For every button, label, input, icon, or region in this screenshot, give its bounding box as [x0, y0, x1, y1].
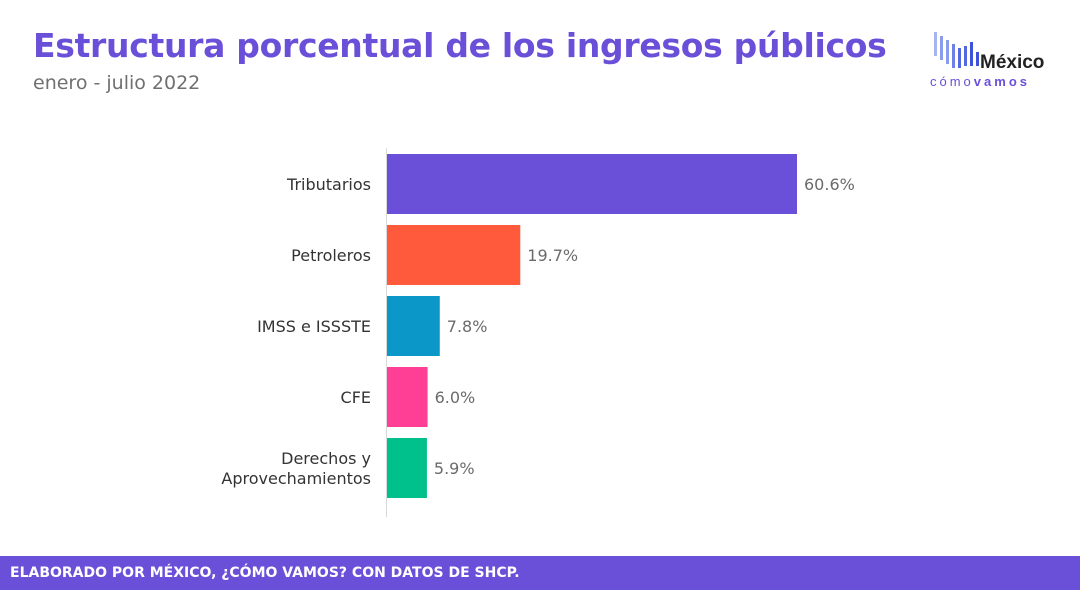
logo-tagline-bold: vamos [973, 74, 1030, 89]
chart-title: Estructura porcentual de los ingresos pú… [33, 26, 887, 65]
category-label-2: IMSS e ISSSTE [257, 317, 371, 336]
category-label-line: CFE [341, 388, 371, 407]
bar-0 [387, 154, 797, 214]
category-label-line: IMSS e ISSSTE [257, 317, 371, 336]
data-label-0: 60.6% [804, 175, 855, 194]
category-label-1: Petroleros [291, 246, 371, 265]
category-label-line: Aprovechamientos [221, 469, 371, 488]
bar-4 [387, 438, 427, 498]
logo-wordmark: México [980, 52, 1045, 73]
category-label-line: Derechos y [281, 449, 371, 468]
logo-tagline-light: cómo [930, 74, 974, 89]
data-label-3: 6.0% [435, 388, 476, 407]
bar-3 [387, 367, 428, 427]
data-label-1: 19.7% [527, 246, 578, 265]
bar-chart: 60.6% Tributarios 19.7% Petroleros 7.8% IMSS … [221, 148, 855, 517]
data-label-2: 7.8% [447, 317, 488, 336]
bar-1 [387, 225, 521, 285]
mexico-como-vamos-logo: México cómovamos [930, 30, 1062, 90]
category-label-4: Derechos y Aprovechamientos [221, 449, 371, 488]
data-label-4: 5.9% [434, 459, 475, 478]
bar-2 [387, 296, 440, 356]
category-label-3: CFE [341, 388, 371, 407]
source-footer: ELABORADO POR MÉXICO, ¿CÓMO VAMOS? CON D… [0, 556, 1080, 590]
source-note: ELABORADO POR MÉXICO, ¿CÓMO VAMOS? CON D… [10, 565, 520, 581]
logo-tagline: cómovamos [930, 74, 1030, 89]
category-label-line: Tributarios [286, 175, 371, 194]
category-label-0: Tributarios [286, 175, 371, 194]
equalizer-bars-icon [934, 32, 979, 68]
chart-subtitle: enero - julio 2022 [33, 72, 201, 94]
category-label-line: Petroleros [291, 246, 371, 265]
